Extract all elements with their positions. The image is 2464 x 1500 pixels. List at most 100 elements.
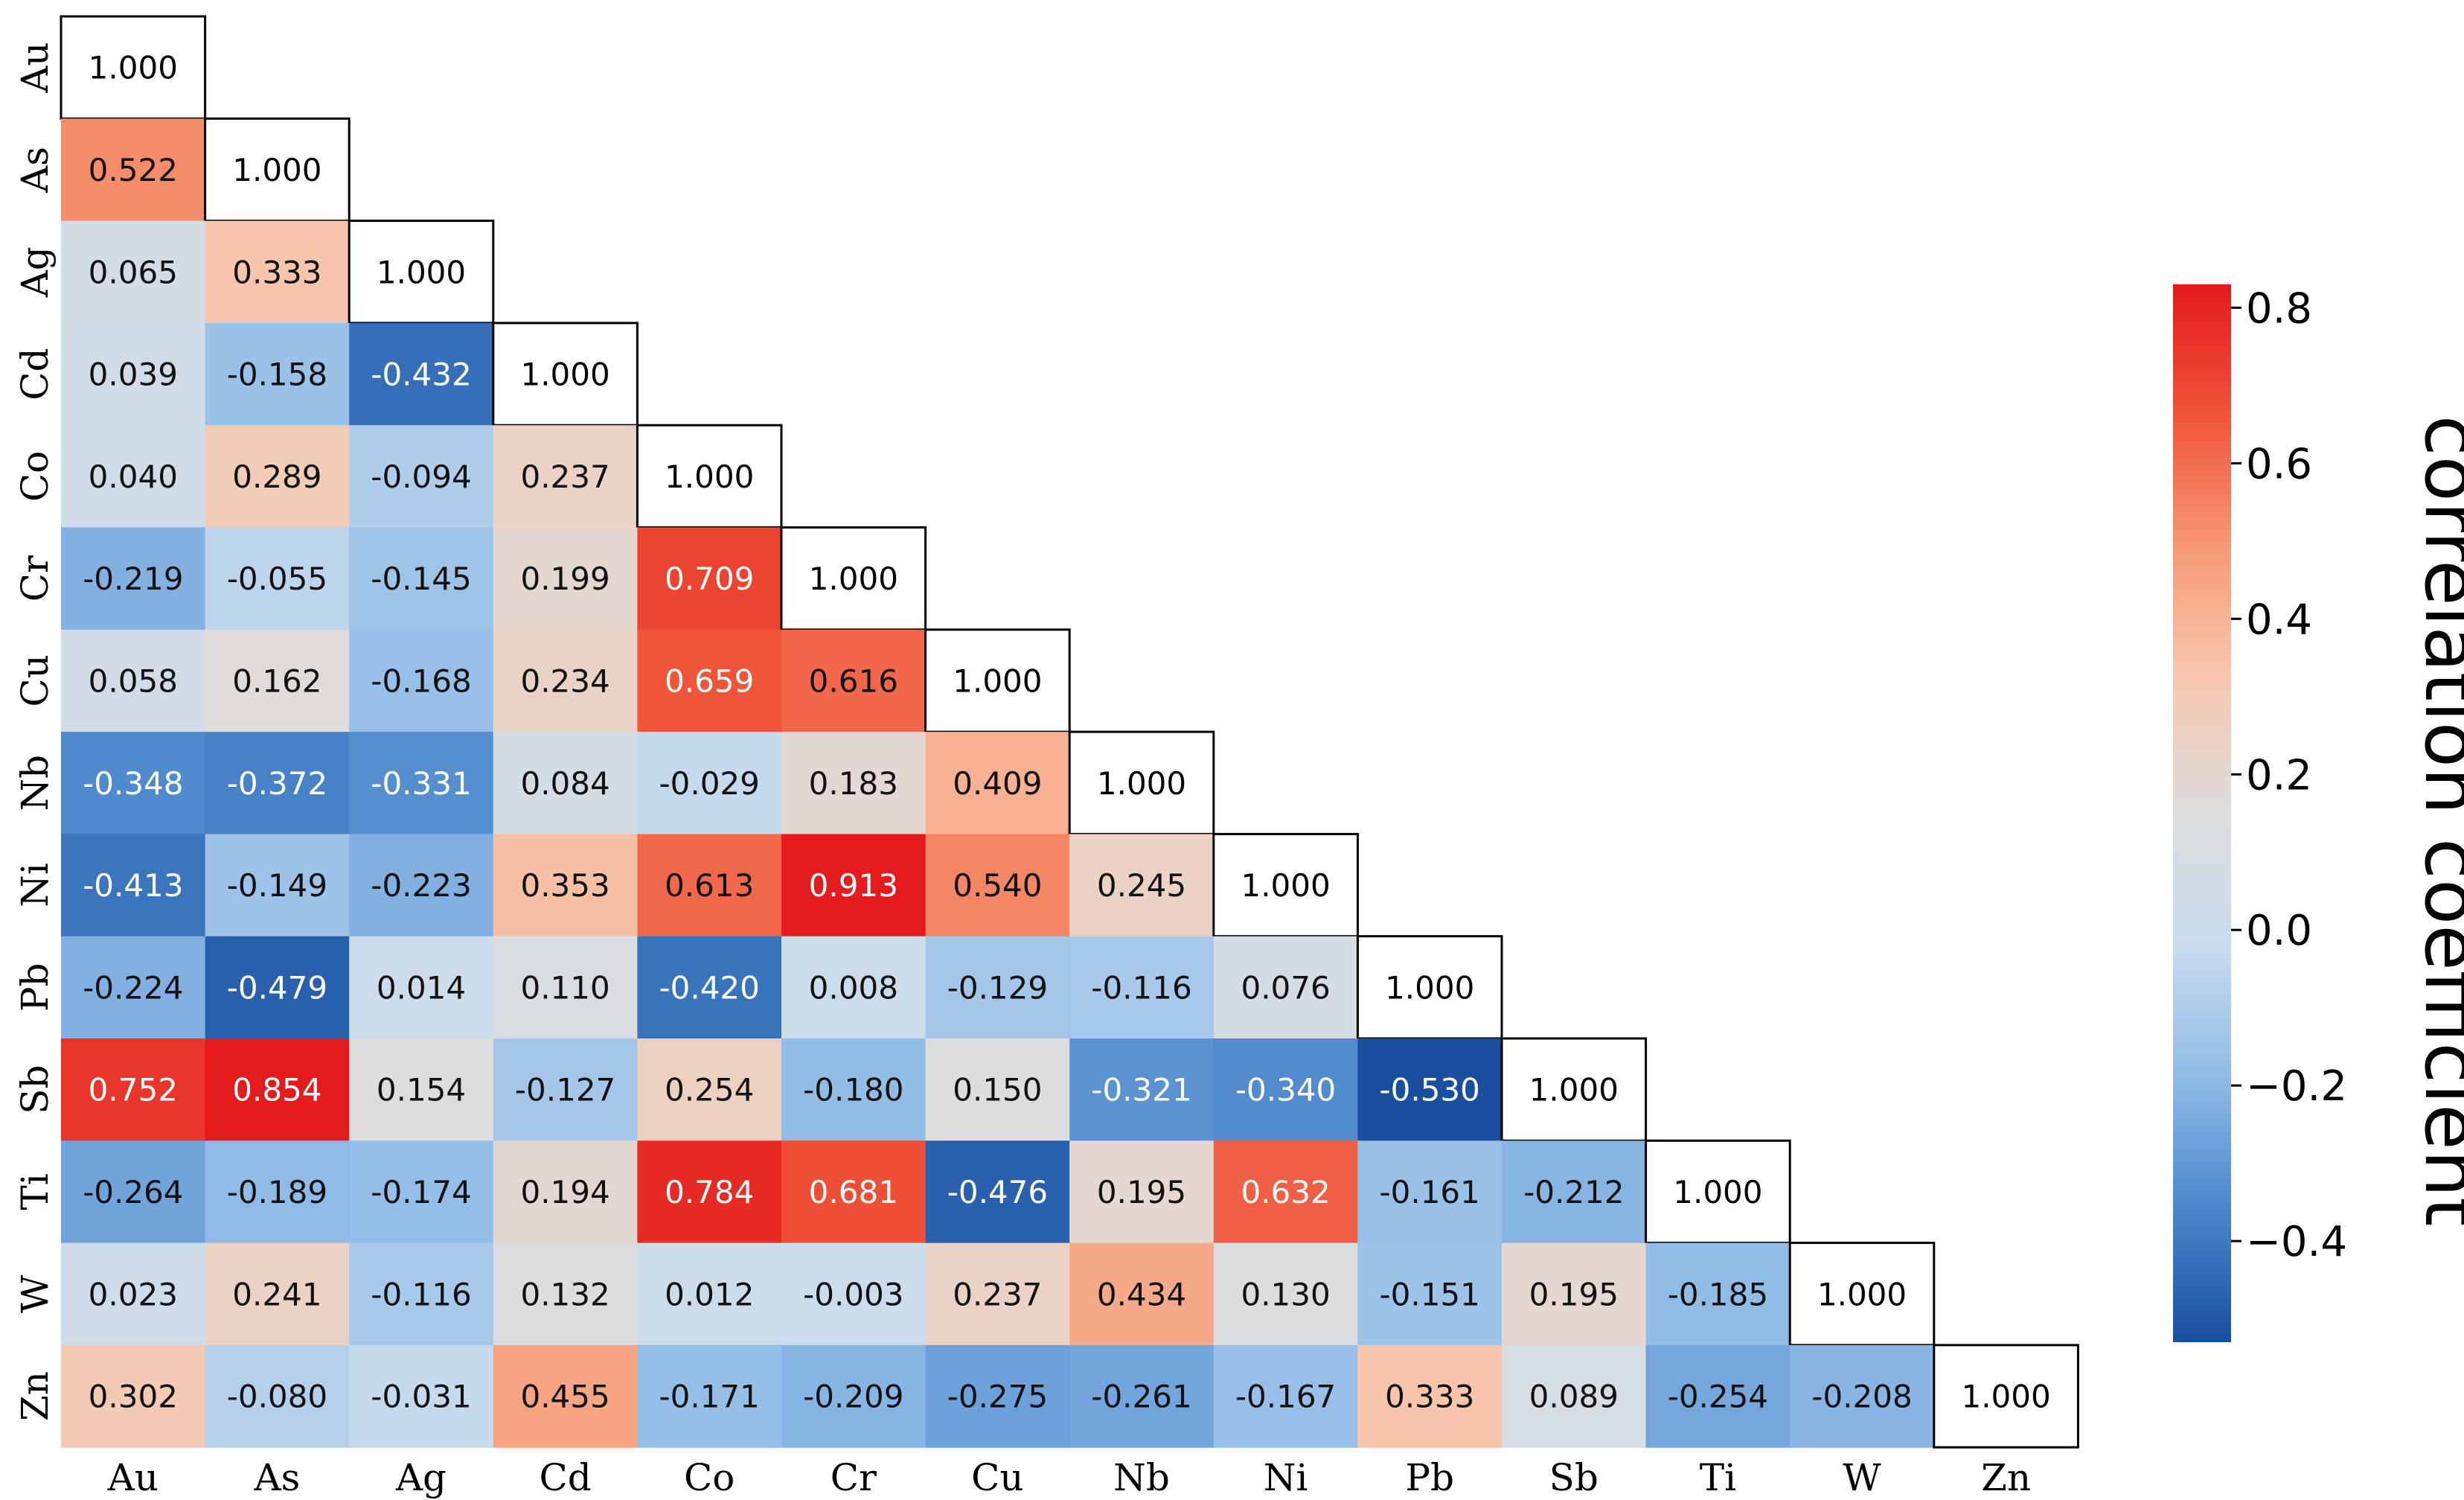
cell-value-Zn-Ag: -0.031 bbox=[371, 1379, 471, 1415]
cell-Cu-Cr bbox=[781, 629, 927, 733]
cell-value-Co-As: 0.289 bbox=[232, 459, 321, 495]
colorbar-tick-label: −0.2 bbox=[2246, 1062, 2347, 1111]
cell-Ti-As bbox=[205, 1140, 350, 1244]
cell-Ni-Nb bbox=[1069, 834, 1215, 937]
cell-value-Nb-Au: -0.348 bbox=[83, 765, 183, 802]
cell-Nb-Au bbox=[61, 732, 206, 834]
cell-value-Cu-Cu: 1.000 bbox=[953, 663, 1042, 699]
cell-value-Cu-Au: 0.058 bbox=[89, 663, 178, 699]
colorbar-ticks: 0.8 0.6 0.4 0.2 0.0 −0.2 −0.4 bbox=[2231, 284, 2347, 1266]
diagonal-cell-Co bbox=[636, 424, 783, 529]
cell-value-Zn-W: -0.208 bbox=[1811, 1379, 1912, 1415]
cell-value-Nb-Cr: 0.183 bbox=[809, 765, 898, 802]
cell-value-Sb-As: 0.854 bbox=[232, 1072, 321, 1108]
cell-value-Cu-Cd: 0.234 bbox=[520, 663, 609, 699]
cell-value-Pb-Co: -0.420 bbox=[659, 969, 759, 1006]
diagonal-cell-Ni bbox=[1212, 832, 1359, 938]
cell-Ti-Co bbox=[637, 1140, 782, 1244]
y-label-Au: Au bbox=[13, 42, 57, 93]
cell-Sb-Co bbox=[637, 1038, 782, 1141]
x-axis-labels: Au As Ag Cd Co Cr Cu Nb Ni Pb Sb Ti W Zn bbox=[107, 1456, 2031, 1499]
cell-value-Ni-Cr: 0.913 bbox=[809, 867, 898, 904]
cell-Sb-Pb bbox=[1357, 1038, 1503, 1141]
cell-value-Ti-Ag: -0.174 bbox=[371, 1174, 471, 1210]
cell-value-Cr-Au: -0.219 bbox=[83, 561, 183, 597]
cell-Nb-Co bbox=[637, 732, 782, 834]
cell-value-Cu-Ag: -0.168 bbox=[371, 663, 471, 699]
y-label-Pb: Pb bbox=[13, 963, 57, 1012]
y-label-Zn: Zn bbox=[13, 1371, 57, 1421]
cell-value-Ni-Co: 0.613 bbox=[665, 867, 754, 904]
cell-value-Pb-As: -0.479 bbox=[227, 969, 327, 1006]
cell-W-Ti bbox=[1645, 1242, 1791, 1346]
cell-value-Co-Co: 1.000 bbox=[665, 459, 754, 495]
cell-Ti-Cd bbox=[493, 1140, 638, 1244]
cell-value-Co-Au: 0.040 bbox=[89, 459, 178, 495]
cell-W-Sb bbox=[1502, 1242, 1647, 1346]
cell-Zn-Nb bbox=[1069, 1344, 1215, 1448]
cell-Ag-Au bbox=[61, 220, 206, 324]
cell-value-W-Pb: -0.151 bbox=[1379, 1276, 1479, 1312]
cell-value-W-Co: 0.012 bbox=[665, 1276, 754, 1312]
x-label-Cu: Cu bbox=[971, 1456, 1023, 1499]
cell-W-Cu bbox=[925, 1242, 1070, 1346]
cell-Cu-Co bbox=[637, 629, 782, 733]
cell-W-Co bbox=[637, 1242, 782, 1346]
y-label-Ni: Ni bbox=[13, 863, 57, 907]
cell-value-Nb-Ag: -0.331 bbox=[371, 765, 471, 802]
cell-Cr-As bbox=[205, 527, 350, 631]
cell-Cd-Au bbox=[61, 322, 206, 426]
cell-value-Zn-Ti: -0.254 bbox=[1668, 1379, 1768, 1415]
cell-Pb-Cr bbox=[781, 936, 927, 1039]
cell-Co-Ag bbox=[349, 425, 494, 529]
cell-Zn-Cu bbox=[925, 1344, 1070, 1448]
cell-value-W-Sb: 0.195 bbox=[1529, 1276, 1619, 1312]
cell-value-Ti-As: -0.189 bbox=[227, 1174, 327, 1210]
cell-Ni-Cd bbox=[493, 834, 638, 937]
cell-value-Nb-Cu: 0.409 bbox=[953, 765, 1042, 802]
cell-Ti-Ni bbox=[1213, 1140, 1358, 1244]
cell-W-Cr bbox=[781, 1242, 927, 1346]
cell-value-Ni-Au: -0.413 bbox=[83, 867, 183, 904]
cell-value-Ni-Cu: 0.540 bbox=[953, 867, 1042, 904]
cell-Ti-Ag bbox=[349, 1140, 494, 1244]
cell-Cu-Au bbox=[61, 629, 206, 733]
x-label-Zn: Zn bbox=[1981, 1456, 2031, 1499]
cell-Cu-Ag bbox=[349, 629, 494, 733]
cell-Sb-As bbox=[205, 1038, 350, 1141]
cell-value-Zn-Ni: -0.167 bbox=[1235, 1379, 1336, 1415]
colorbar-tick-label: 0.0 bbox=[2246, 907, 2312, 955]
x-label-W: W bbox=[1843, 1456, 1881, 1499]
cell-value-Ag-Ag: 1.000 bbox=[377, 254, 466, 290]
cell-value-W-Ni: 0.130 bbox=[1241, 1276, 1330, 1312]
cell-Pb-Ni bbox=[1213, 936, 1358, 1039]
cell-value-Au-Au: 1.000 bbox=[89, 50, 178, 86]
cell-value-Zn-Nb: -0.261 bbox=[1091, 1379, 1191, 1415]
cell-Zn-Ti bbox=[1645, 1344, 1791, 1448]
cell-Ti-Cr bbox=[781, 1140, 927, 1244]
colorbar: 0.8 0.6 0.4 0.2 0.0 −0.2 −0.4 correlation coef… bbox=[2173, 284, 2464, 1342]
diagonal-cell-Sb bbox=[1500, 1037, 1648, 1142]
x-label-Co: Co bbox=[684, 1456, 735, 1499]
cell-value-Sb-Pb: -0.530 bbox=[1379, 1072, 1479, 1108]
cell-W-Nb bbox=[1069, 1242, 1215, 1346]
cell-value-As-As: 1.000 bbox=[232, 152, 321, 188]
cell-Pb-As bbox=[205, 936, 350, 1039]
cell-value-Cr-Ag: -0.145 bbox=[371, 561, 471, 597]
cell-value-Zn-Zn: 1.000 bbox=[1961, 1379, 2050, 1415]
cell-value-Cr-Cr: 1.000 bbox=[809, 561, 898, 597]
cell-value-Cu-As: 0.162 bbox=[232, 663, 321, 699]
cell-W-Cd bbox=[493, 1242, 638, 1346]
cell-Nb-Cr bbox=[781, 732, 927, 834]
cell-value-Ti-Cd: 0.194 bbox=[520, 1174, 609, 1210]
y-label-Sb: Sb bbox=[13, 1065, 57, 1114]
cell-Zn-Cd bbox=[493, 1344, 638, 1448]
cell-Ni-Ag bbox=[349, 834, 494, 937]
cell-value-Ti-Cr: 0.681 bbox=[809, 1174, 898, 1210]
cell-Zn-Ni bbox=[1213, 1344, 1358, 1448]
cell-Cu-Cd bbox=[493, 629, 638, 733]
cell-Nb-As bbox=[205, 732, 350, 834]
cell-value-Cd-As: -0.158 bbox=[227, 357, 327, 393]
cell-value-Ti-Pb: -0.161 bbox=[1379, 1174, 1479, 1210]
y-label-Ag: Ag bbox=[13, 246, 57, 298]
